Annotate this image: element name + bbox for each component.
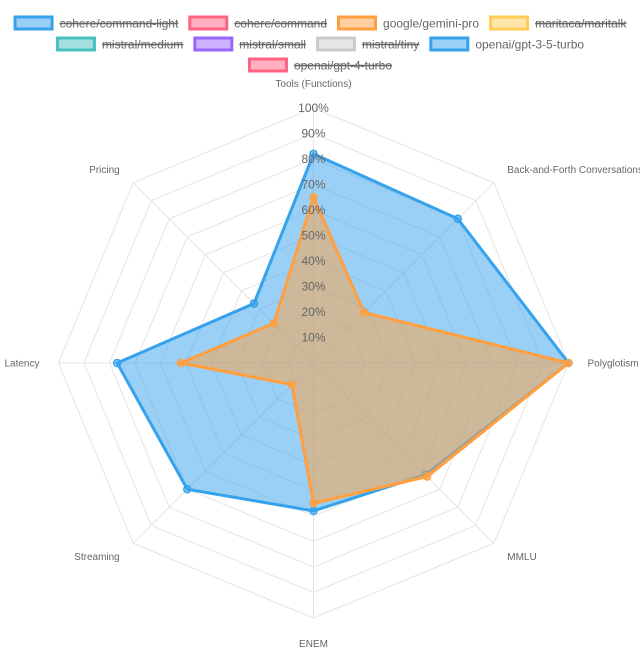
legend-item[interactable]: mistral/medium <box>55 36 184 52</box>
radar-series <box>112 149 573 516</box>
legend-swatch <box>247 57 288 73</box>
tick-label: 70% <box>301 178 325 192</box>
data-point[interactable] <box>269 319 279 328</box>
axis-label: Polyglotism <box>588 359 639 370</box>
tick-label: 90% <box>301 127 325 141</box>
tick-label: 20% <box>301 305 325 319</box>
data-point[interactable] <box>183 484 192 494</box>
legend-item[interactable]: openai/gpt-3-5-turbo <box>429 36 585 52</box>
tick-label: 80% <box>301 152 325 166</box>
legend-label: openai/gpt-3-5-turbo <box>475 38 584 52</box>
legend-swatch <box>429 36 470 52</box>
data-point[interactable] <box>249 299 259 308</box>
legend-label: google/gemini-pro <box>383 17 479 31</box>
axis-label: ENEM <box>299 639 328 649</box>
legend-item[interactable]: cohere/command <box>188 15 328 31</box>
data-point[interactable] <box>309 193 318 202</box>
axis-label: Streaming <box>74 552 120 563</box>
data-point[interactable] <box>309 499 318 508</box>
data-point[interactable] <box>564 358 573 368</box>
data-point[interactable] <box>176 358 186 368</box>
legend-swatch <box>489 15 530 31</box>
legend: cohere/command-light cohere/command google… <box>13 15 628 73</box>
legend-item[interactable]: mistral/small <box>193 36 306 52</box>
legend-item[interactable]: google/gemini-pro <box>337 15 480 31</box>
tick-label: 50% <box>301 229 325 243</box>
data-point[interactable] <box>422 472 432 481</box>
legend-swatch <box>315 36 356 52</box>
data-point[interactable] <box>112 358 122 368</box>
data-point[interactable] <box>359 308 369 317</box>
axis-label: MMLU <box>507 552 536 563</box>
legend-swatch <box>13 15 54 31</box>
radial-tick-labels: 10% 20% 30% 40% 50% 60% 70% 80% 90% 100% <box>298 101 329 345</box>
legend-swatch <box>188 15 229 31</box>
legend-swatch <box>55 36 96 52</box>
data-point[interactable] <box>287 380 297 389</box>
legend-swatch <box>193 36 234 52</box>
series-google-gemini-pro <box>175 192 573 508</box>
axis-label: Pricing <box>89 165 120 176</box>
tick-label: 60% <box>301 203 325 217</box>
legend-item[interactable]: maritaca/maritalk <box>489 15 628 31</box>
legend-item[interactable]: mistral/tiny <box>315 36 420 52</box>
axis-label: Latency <box>4 359 39 370</box>
legend-swatch <box>337 15 378 31</box>
legend-item[interactable]: openai/gpt-4-turbo <box>247 57 392 73</box>
data-point[interactable] <box>453 214 462 224</box>
tick-label: 30% <box>301 280 325 294</box>
axis-labels: Tools (Functions) Back-and-Forth Conversa… <box>4 79 640 649</box>
data-point[interactable] <box>309 506 318 516</box>
axis-label: Tools (Functions) <box>275 79 351 90</box>
tick-label: 10% <box>301 331 325 345</box>
axis-label: Back-and-Forth Conversations <box>507 165 640 176</box>
data-point[interactable] <box>309 149 318 159</box>
tick-label: 100% <box>298 101 329 115</box>
legend-item[interactable]: cohere/command-light <box>13 15 179 31</box>
tick-label: 40% <box>301 254 325 268</box>
